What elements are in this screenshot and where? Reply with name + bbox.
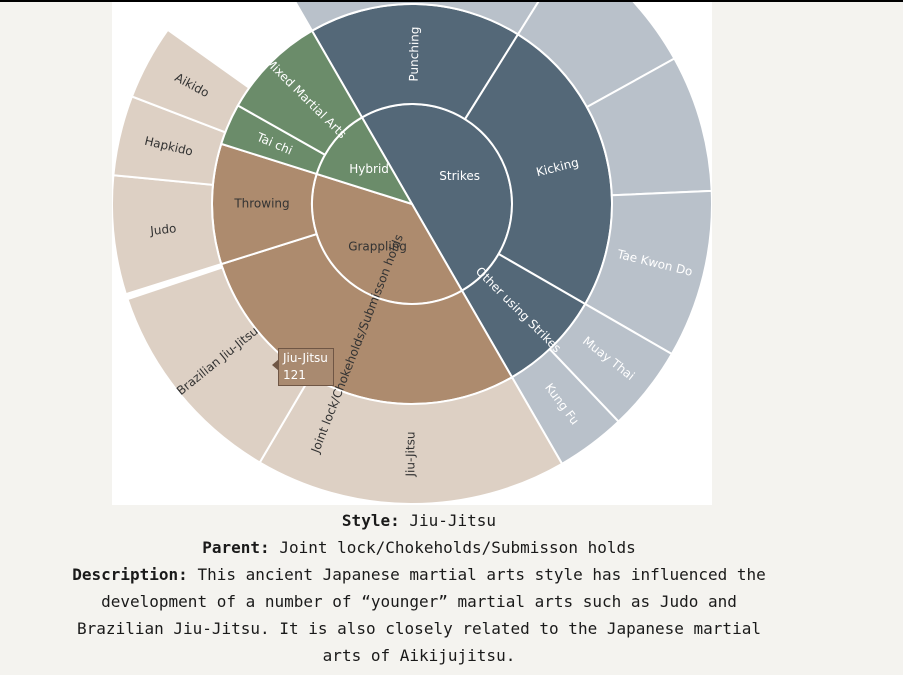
info-panel: Style: Jiu-Jitsu Parent: Joint lock/Chok… — [66, 507, 772, 669]
chart-tooltip: Jiu-Jitsu 121 — [272, 348, 334, 386]
tooltip-value: 121 — [283, 368, 306, 382]
label-jiu-jitsu: Jiu-Jitsu — [403, 432, 417, 478]
sunburst-svg: StrikesPunchingKarateKickingTae Kwon DoO… — [112, 2, 712, 505]
sunburst-chart[interactable]: StrikesPunchingKarateKickingTae Kwon DoO… — [112, 2, 712, 505]
label-throwing: Throwing — [233, 197, 289, 211]
description-label: Description: — [72, 565, 188, 584]
style-label: Style: — [341, 511, 400, 530]
parent-value: Joint lock/Chokeholds/Submisson holds — [279, 538, 636, 557]
segment-mma[interactable] — [236, 29, 364, 157]
style-value: Jiu-Jitsu — [409, 511, 497, 530]
top-border — [0, 0, 903, 2]
label-punching: Punching — [407, 26, 422, 81]
label-grappling: Grappling — [348, 239, 407, 253]
label-strikes: Strikes — [439, 169, 480, 183]
label-hybrid: Hybrid — [349, 162, 389, 176]
segment-karate[interactable] — [262, 2, 571, 36]
label-judo: Judo — [149, 221, 177, 238]
description-text: This ancient Japanese martial arts style… — [77, 565, 766, 665]
parent-label: Parent: — [202, 538, 270, 557]
style-line: Style: Jiu-Jitsu — [66, 507, 772, 534]
description-line: Description: This ancient Japanese marti… — [66, 561, 772, 669]
parent-line: Parent: Joint lock/Chokeholds/Submisson … — [66, 534, 772, 561]
tooltip-label: Jiu-Jitsu — [283, 351, 328, 365]
